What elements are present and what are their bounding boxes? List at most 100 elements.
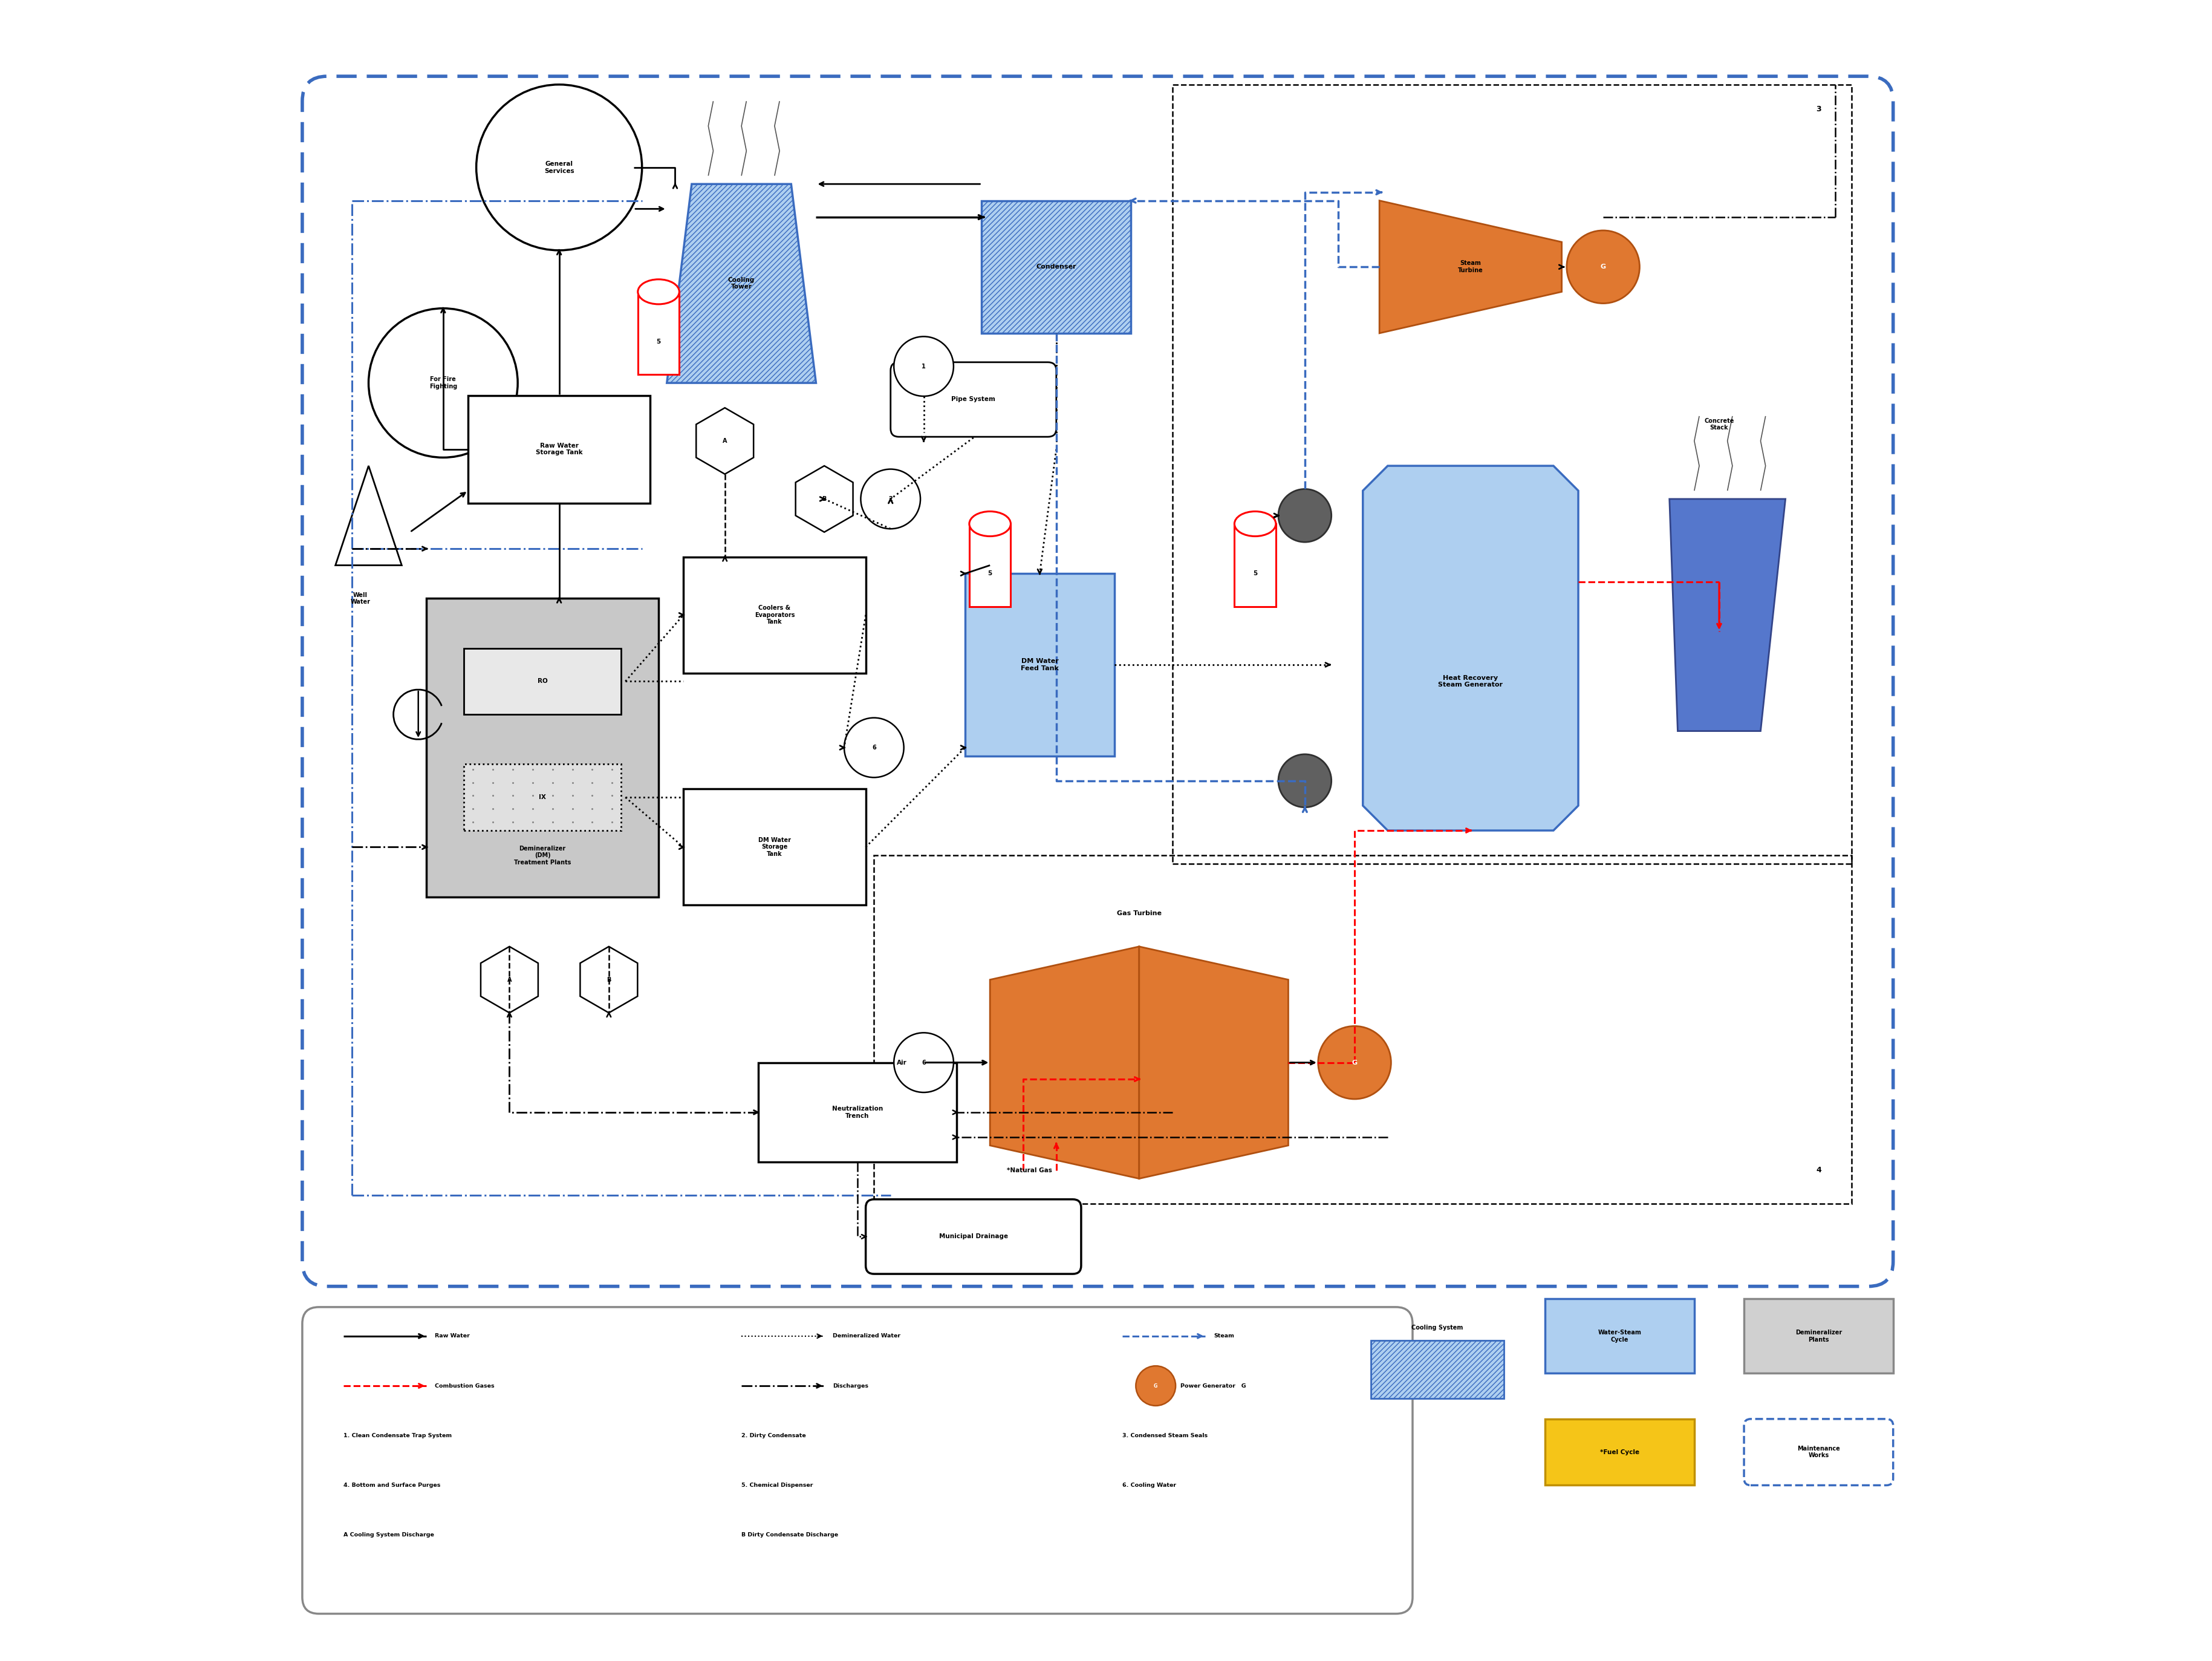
FancyBboxPatch shape [637, 292, 679, 375]
Text: Demineralized Water: Demineralized Water [832, 1334, 900, 1339]
Polygon shape [1670, 498, 1785, 731]
Polygon shape [480, 947, 538, 1013]
Text: Combustion Gases: Combustion Gases [436, 1384, 495, 1389]
Text: B: B [823, 497, 827, 502]
FancyBboxPatch shape [1234, 523, 1276, 606]
Text: Neutralization
Trench: Neutralization Trench [832, 1106, 883, 1120]
FancyBboxPatch shape [1743, 1299, 1893, 1374]
Text: General
Services: General Services [544, 161, 575, 174]
Text: *Natural Gas: *Natural Gas [1006, 1168, 1053, 1173]
Text: A Cooling System Discharge: A Cooling System Discharge [343, 1533, 434, 1538]
Circle shape [1279, 754, 1332, 807]
FancyBboxPatch shape [1371, 1340, 1504, 1399]
Text: 4. Bottom and Surface Purges: 4. Bottom and Surface Purges [343, 1483, 440, 1488]
Text: Well
Water: Well Water [349, 591, 369, 605]
Text: Cooling System: Cooling System [1411, 1325, 1464, 1330]
Text: 6: 6 [922, 1060, 927, 1066]
Text: 2: 2 [889, 497, 894, 502]
Circle shape [845, 718, 905, 777]
Text: Raw Water: Raw Water [436, 1334, 469, 1339]
FancyBboxPatch shape [684, 789, 865, 905]
Text: 1. Clean Condensate Trap System: 1. Clean Condensate Trap System [343, 1433, 451, 1438]
Text: Discharges: Discharges [832, 1384, 869, 1389]
FancyBboxPatch shape [465, 648, 622, 714]
Text: 5: 5 [1252, 570, 1256, 576]
Text: G: G [1155, 1384, 1157, 1389]
FancyBboxPatch shape [969, 523, 1011, 606]
FancyBboxPatch shape [427, 598, 659, 897]
FancyBboxPatch shape [759, 1063, 958, 1163]
Text: B: B [606, 977, 611, 983]
FancyBboxPatch shape [865, 1199, 1082, 1274]
Text: Demineralizer
(DM)
Treatment Plants: Demineralizer (DM) Treatment Plants [513, 845, 571, 865]
Polygon shape [697, 409, 754, 473]
Circle shape [369, 309, 518, 457]
Circle shape [860, 468, 920, 528]
Circle shape [476, 85, 641, 251]
Text: For Fire
Fighting: For Fire Fighting [429, 377, 458, 389]
Text: 2. Dirty Condensate: 2. Dirty Condensate [741, 1433, 805, 1438]
Text: Heat Recovery
Steam Generator: Heat Recovery Steam Generator [1438, 674, 1502, 688]
Polygon shape [336, 465, 403, 565]
Polygon shape [991, 947, 1139, 1179]
Text: Water-Steam
Cycle: Water-Steam Cycle [1597, 1329, 1641, 1342]
Polygon shape [666, 184, 816, 384]
Text: Steam
Turbine: Steam Turbine [1458, 261, 1484, 274]
Text: Demineralizer
Plants: Demineralizer Plants [1796, 1329, 1843, 1342]
Text: Concrete
Stack: Concrete Stack [1703, 419, 1734, 430]
FancyBboxPatch shape [469, 395, 650, 503]
Text: Maintenance
Works: Maintenance Works [1796, 1445, 1840, 1458]
Text: *Fuel Cycle: *Fuel Cycle [1599, 1448, 1639, 1455]
FancyBboxPatch shape [303, 1307, 1413, 1614]
Polygon shape [1139, 947, 1287, 1179]
Text: Steam: Steam [1214, 1334, 1234, 1339]
Polygon shape [1380, 201, 1562, 334]
Circle shape [1566, 231, 1639, 304]
FancyBboxPatch shape [1546, 1418, 1694, 1485]
FancyBboxPatch shape [465, 764, 622, 831]
Text: Air: Air [898, 1060, 907, 1066]
Text: 6. Cooling Water: 6. Cooling Water [1121, 1483, 1177, 1488]
Circle shape [1135, 1365, 1175, 1405]
Text: 3: 3 [1816, 106, 1820, 113]
Circle shape [894, 337, 953, 397]
Text: G: G [1352, 1060, 1358, 1066]
Text: Raw Water
Storage Tank: Raw Water Storage Tank [535, 443, 582, 455]
Text: Power Generator   G: Power Generator G [1181, 1384, 1245, 1389]
Text: RO: RO [538, 678, 549, 684]
Text: Coolers &
Evaporators
Tank: Coolers & Evaporators Tank [754, 605, 794, 625]
Text: A: A [507, 977, 511, 983]
Ellipse shape [969, 512, 1011, 537]
Ellipse shape [1234, 512, 1276, 537]
Text: 4: 4 [1816, 1166, 1820, 1174]
Text: Pipe System: Pipe System [951, 397, 995, 402]
Circle shape [894, 1033, 953, 1093]
Text: B Dirty Condensate Discharge: B Dirty Condensate Discharge [741, 1533, 838, 1538]
Polygon shape [1363, 465, 1579, 831]
Text: Cooling
Tower: Cooling Tower [728, 277, 754, 291]
Text: G: G [1601, 264, 1606, 271]
Text: A: A [723, 439, 728, 443]
Text: 5: 5 [657, 339, 661, 344]
Ellipse shape [637, 279, 679, 304]
Text: 1: 1 [922, 364, 927, 369]
FancyBboxPatch shape [964, 573, 1115, 756]
Polygon shape [796, 465, 854, 532]
Text: DM Water
Feed Tank: DM Water Feed Tank [1020, 658, 1060, 671]
Circle shape [1279, 488, 1332, 541]
Text: 5: 5 [989, 570, 993, 576]
FancyBboxPatch shape [303, 76, 1893, 1286]
Polygon shape [580, 947, 637, 1013]
Text: 6: 6 [872, 744, 876, 751]
FancyBboxPatch shape [982, 201, 1130, 334]
FancyBboxPatch shape [1546, 1299, 1694, 1374]
Circle shape [1318, 1026, 1391, 1100]
Text: IX: IX [540, 794, 546, 801]
Text: Gas Turbine: Gas Turbine [1117, 910, 1161, 917]
FancyBboxPatch shape [891, 362, 1057, 437]
Text: Municipal Drainage: Municipal Drainage [938, 1234, 1009, 1239]
Text: 5. Chemical Dispenser: 5. Chemical Dispenser [741, 1483, 814, 1488]
FancyBboxPatch shape [684, 556, 865, 673]
Text: Condenser: Condenser [1035, 264, 1077, 271]
Text: 3. Condensed Steam Seals: 3. Condensed Steam Seals [1121, 1433, 1208, 1438]
